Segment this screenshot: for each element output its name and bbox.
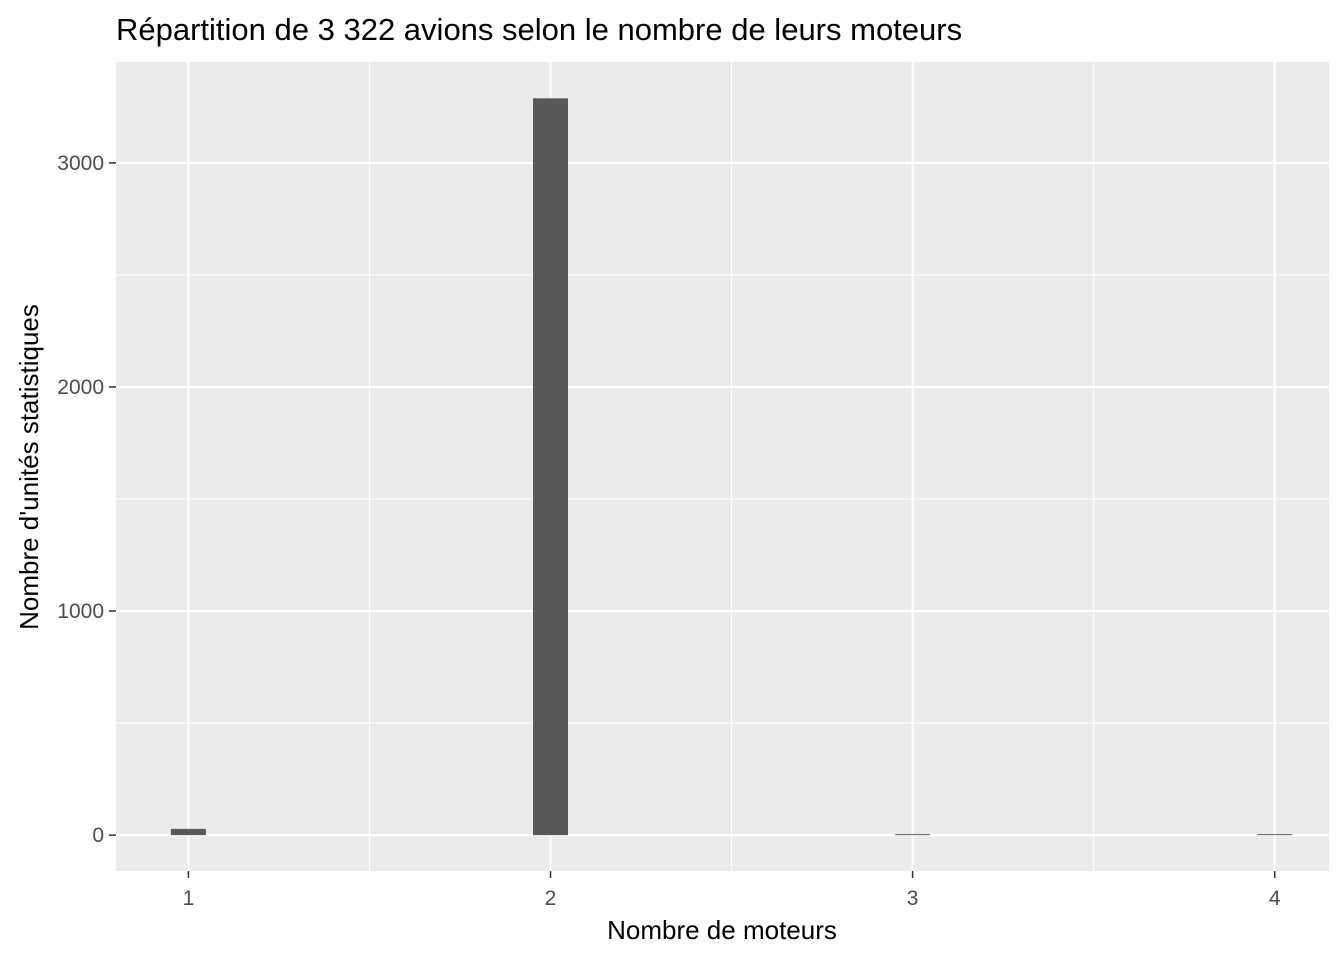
bar-4 (1257, 834, 1293, 836)
grid-minor (116, 62, 1329, 871)
y-axis: 0 1000 2000 3000 (57, 152, 116, 847)
x-tick-label: 3 (907, 887, 919, 910)
plot-panel (116, 62, 1329, 871)
x-tick-label: 4 (1269, 887, 1281, 910)
x-tick-label: 1 (183, 887, 195, 910)
x-axis: 1 2 3 4 (183, 871, 1281, 910)
y-tick-label: 3000 (57, 152, 104, 175)
chart-title: Répartition de 3 322 avions selon le nom… (116, 12, 962, 47)
bar-1 (170, 828, 206, 836)
x-tick-label: 2 (545, 887, 557, 910)
x-axis-title: Nombre de moteurs (607, 915, 837, 945)
y-axis-title: Nombre d'unités statistiques (14, 304, 44, 630)
bar-2 (533, 98, 569, 836)
y-tick-label: 0 (92, 824, 104, 847)
y-tick-label: 2000 (57, 376, 104, 399)
bar-3 (895, 834, 931, 836)
y-tick-label: 1000 (57, 600, 104, 623)
bars (170, 98, 1293, 836)
